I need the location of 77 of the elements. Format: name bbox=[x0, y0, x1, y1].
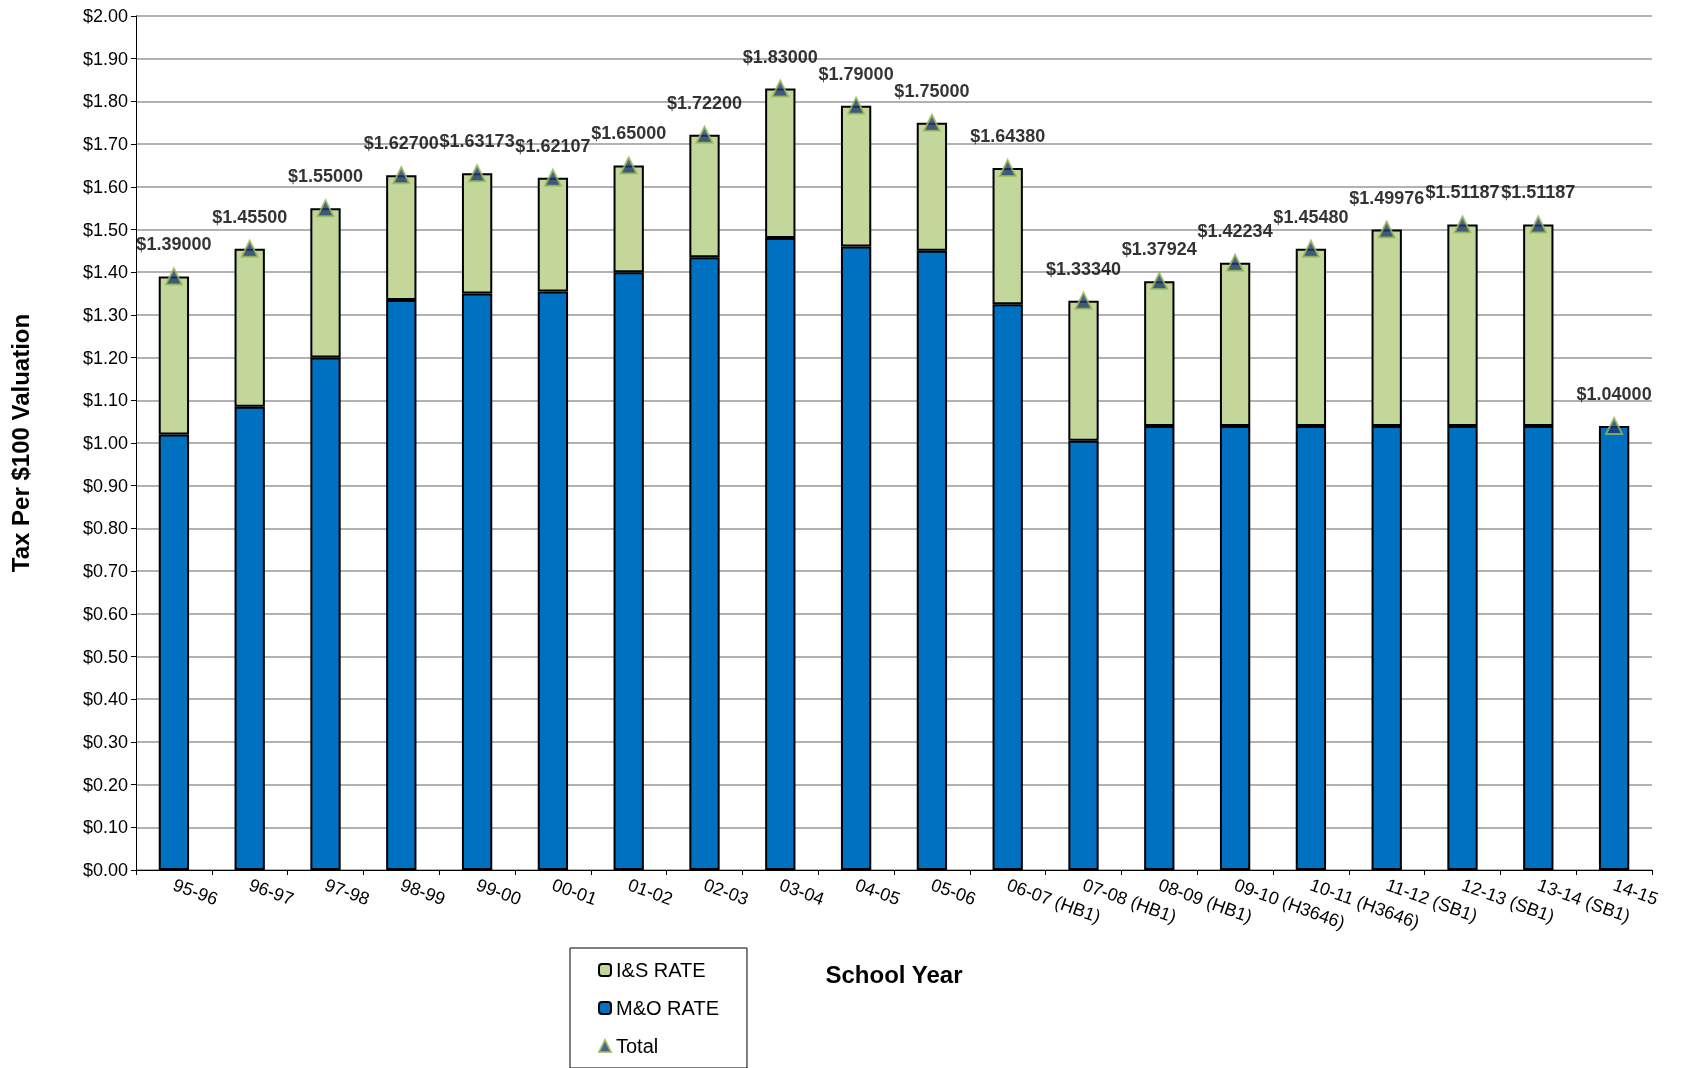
data-label: $1.49976 bbox=[1349, 187, 1425, 208]
data-label: $1.65000 bbox=[591, 123, 667, 144]
data-label: $1.33340 bbox=[1045, 258, 1122, 279]
point bbox=[1074, 291, 1093, 310]
y-tick-label: $2.00 bbox=[82, 6, 128, 26]
point bbox=[695, 125, 714, 144]
data-label: $1.72200 bbox=[666, 92, 743, 113]
y-tick-label: $0.60 bbox=[82, 603, 128, 624]
data-label: $1.63173 bbox=[439, 131, 515, 152]
data-label: $1.79000 bbox=[818, 63, 894, 84]
x-tick-label: 04-05 bbox=[852, 874, 903, 910]
point bbox=[1453, 215, 1472, 234]
x-tick-label: 02-03 bbox=[701, 874, 752, 910]
y-tick-label: $0.40 bbox=[82, 689, 128, 710]
y-tick-label: $0.00 bbox=[82, 860, 128, 880]
data-label: $1.75000 bbox=[894, 80, 970, 101]
y-tick-label: $0.70 bbox=[82, 561, 128, 582]
y-tick-label: $1.50 bbox=[82, 219, 128, 240]
data-label: $1.62700 bbox=[363, 133, 439, 154]
y-tick-label: $0.80 bbox=[82, 518, 128, 539]
data-label: $1.62107 bbox=[515, 135, 591, 156]
point bbox=[316, 199, 335, 218]
data-label: $1.83000 bbox=[742, 46, 818, 67]
data-label: $1.51187 bbox=[1425, 182, 1500, 203]
point bbox=[392, 166, 411, 185]
y-tick-label: $1.40 bbox=[82, 262, 128, 283]
point bbox=[468, 164, 487, 183]
legend-label: M&O RATE bbox=[616, 997, 719, 1019]
x-tick-label: 03-04 bbox=[776, 874, 827, 910]
y-tick-label: $1.00 bbox=[82, 433, 128, 453]
data-label: $1.37924 bbox=[1121, 239, 1197, 260]
x-tick-label: 97-98 bbox=[322, 874, 373, 910]
x-tick-label: 00-01 bbox=[549, 874, 600, 910]
point bbox=[1377, 220, 1396, 239]
y-tick-label: $0.30 bbox=[82, 731, 128, 752]
data-label: $1.45500 bbox=[212, 206, 288, 227]
y-tick-label: $0.50 bbox=[82, 646, 128, 667]
y-tick-label: $1.30 bbox=[82, 304, 128, 325]
x-tick-label: 99-00 bbox=[473, 874, 524, 910]
point bbox=[240, 239, 259, 258]
point bbox=[1150, 272, 1169, 291]
x-tick-label: 05-06 bbox=[928, 874, 979, 910]
data-label: $1.51187 bbox=[1501, 182, 1576, 203]
x-tick-label: 96-97 bbox=[246, 874, 297, 910]
y-tick-label: $1.70 bbox=[82, 134, 128, 155]
point bbox=[847, 96, 866, 115]
y-axis-title: Tax Per $100 Valuation bbox=[6, 313, 34, 573]
y-tick-label: $0.90 bbox=[82, 475, 128, 496]
data-label: $1.39000 bbox=[136, 234, 212, 255]
x-tick-label: 98-99 bbox=[397, 874, 448, 910]
point bbox=[1529, 215, 1548, 234]
point bbox=[1226, 253, 1245, 272]
y-tick-label: $1.10 bbox=[82, 390, 128, 411]
point bbox=[1605, 416, 1624, 435]
y-tick-label: $0.20 bbox=[82, 774, 128, 795]
x-tick-label: 95-96 bbox=[170, 874, 221, 910]
legend-label: I&S RATE bbox=[616, 959, 706, 981]
x-tick-label: 01-02 bbox=[625, 874, 676, 910]
point bbox=[619, 156, 638, 175]
data-label: $1.04000 bbox=[1576, 383, 1652, 404]
y-tick-label: $1.80 bbox=[82, 91, 128, 112]
y-tick-label: $1.60 bbox=[82, 176, 128, 197]
point bbox=[164, 267, 183, 286]
y-tick-label: $0.10 bbox=[82, 817, 128, 838]
x-axis-title: School Year bbox=[825, 960, 963, 988]
point bbox=[998, 159, 1017, 178]
data-label: $1.64380 bbox=[970, 126, 1046, 147]
y-tick-label: $1.90 bbox=[82, 48, 128, 69]
point bbox=[771, 79, 790, 98]
data-label: $1.55000 bbox=[287, 166, 364, 187]
point bbox=[1301, 239, 1320, 258]
data-label: $1.45480 bbox=[1273, 206, 1349, 227]
legend-label: Total bbox=[616, 1035, 659, 1057]
data-label: $1.42234 bbox=[1197, 220, 1273, 241]
point bbox=[922, 113, 941, 132]
point bbox=[543, 168, 562, 187]
y-tick-label: $1.20 bbox=[82, 347, 128, 368]
